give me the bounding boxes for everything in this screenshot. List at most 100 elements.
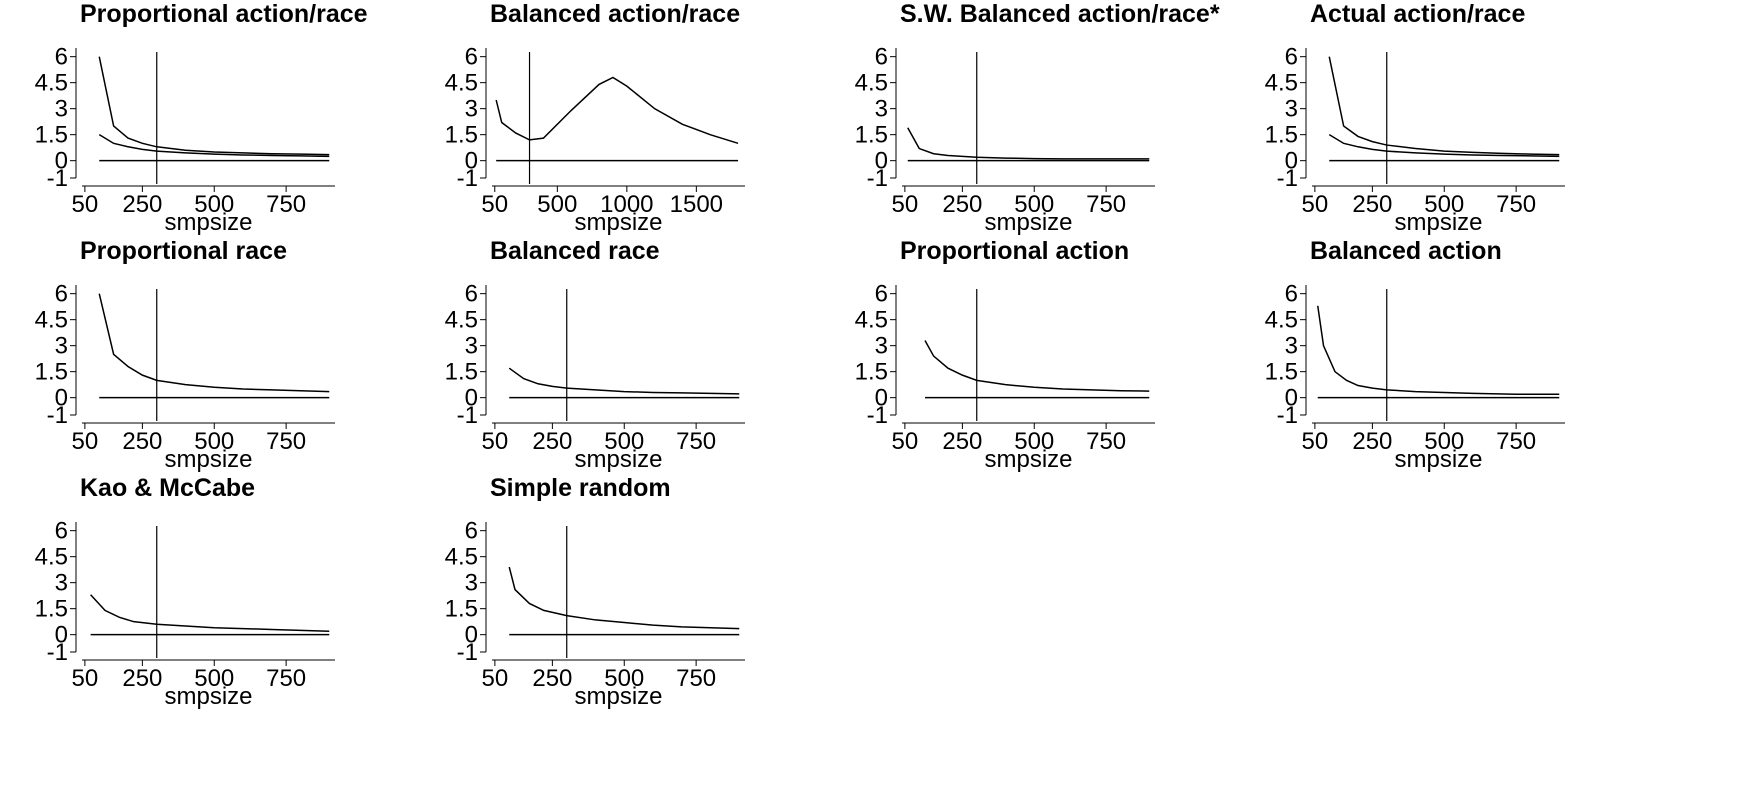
y-tick-label: -1 <box>47 639 68 666</box>
x-tick-label: 750 <box>266 665 306 692</box>
x-tick-label: 1000 <box>600 191 653 218</box>
y-tick-label: 0 <box>1285 148 1298 175</box>
y-tick-label: 3 <box>1285 333 1298 360</box>
x-tick-label: 50 <box>892 191 919 218</box>
series-line <box>98 56 330 156</box>
y-tick-label: 1.5 <box>855 122 888 149</box>
series-line <box>98 134 330 158</box>
x-axis-label: smpsize <box>984 446 1072 473</box>
y-tick-label: 4.5 <box>445 307 478 334</box>
y-tick-label: 0 <box>465 622 478 649</box>
x-tick-label: 250 <box>532 665 572 692</box>
y-tick-label: 6 <box>55 281 68 308</box>
panel-title: Simple random <box>490 474 671 502</box>
panel-title: Proportional action/race <box>80 0 368 28</box>
y-tick-label: 0 <box>875 148 888 175</box>
y-tick-label: 0 <box>55 148 68 175</box>
y-tick-label: 1.5 <box>35 122 68 149</box>
x-tick-label: 750 <box>676 428 716 455</box>
y-tick-label: -1 <box>1277 165 1298 192</box>
panel-title: Balanced action/race <box>490 0 740 28</box>
y-tick-label: 4.5 <box>445 70 478 97</box>
y-tick-label: 1.5 <box>445 596 478 623</box>
y-tick-label: 0 <box>55 385 68 412</box>
x-tick-label: 750 <box>266 428 306 455</box>
y-tick-label: 1.5 <box>855 359 888 386</box>
y-tick-label: -1 <box>457 402 478 429</box>
y-tick-label: 4.5 <box>855 70 888 97</box>
y-tick-label: 0 <box>465 148 478 175</box>
x-tick-label: 50 <box>892 428 919 455</box>
y-tick-label: 6 <box>875 44 888 71</box>
x-tick-label: 500 <box>194 428 234 455</box>
y-tick-label: 4.5 <box>1265 70 1298 97</box>
panel-title: Balanced race <box>490 237 660 265</box>
y-tick-label: -1 <box>867 165 888 192</box>
y-tick-label: 6 <box>55 518 68 545</box>
series-line <box>90 594 330 632</box>
x-tick-label: 500 <box>1424 428 1464 455</box>
x-tick-label: 500 <box>1014 191 1054 218</box>
panel-title: Kao & McCabe <box>80 474 255 502</box>
x-tick-label: 500 <box>537 191 577 218</box>
y-tick-label: 1.5 <box>445 122 478 149</box>
y-tick-label: 6 <box>1285 44 1298 71</box>
x-tick-label: 500 <box>1424 191 1464 218</box>
x-tick-label: 1500 <box>670 191 723 218</box>
y-tick-label: 4.5 <box>35 544 68 571</box>
y-tick-label: 1.5 <box>1265 122 1298 149</box>
y-tick-label: 6 <box>55 44 68 71</box>
y-tick-label: 4.5 <box>855 307 888 334</box>
y-tick-label: 1.5 <box>445 359 478 386</box>
x-tick-label: 750 <box>1086 428 1126 455</box>
y-tick-label: 4.5 <box>1265 307 1298 334</box>
x-tick-label: 250 <box>122 428 162 455</box>
y-tick-label: 6 <box>1285 281 1298 308</box>
x-axis-label: smpsize <box>574 683 662 710</box>
y-tick-label: 3 <box>55 570 68 597</box>
y-tick-label: -1 <box>1277 402 1298 429</box>
x-tick-label: 50 <box>72 665 99 692</box>
x-tick-label: 250 <box>122 665 162 692</box>
panel-title: S.W. Balanced action/race* <box>900 0 1220 28</box>
x-axis-label: smpsize <box>984 209 1072 236</box>
x-tick-label: 500 <box>604 665 644 692</box>
y-tick-label: 1.5 <box>35 596 68 623</box>
x-axis-label: smpsize <box>1394 446 1482 473</box>
series-line <box>1328 134 1560 158</box>
x-tick-label: 50 <box>1302 428 1329 455</box>
y-tick-label: 0 <box>465 385 478 412</box>
x-tick-label: 500 <box>194 191 234 218</box>
series-line <box>1317 305 1560 395</box>
y-tick-label: 1.5 <box>1265 359 1298 386</box>
x-tick-label: 50 <box>72 191 99 218</box>
y-tick-label: 6 <box>465 44 478 71</box>
y-tick-label: 0 <box>1285 385 1298 412</box>
x-tick-label: 50 <box>1302 191 1329 218</box>
x-tick-label: 500 <box>194 665 234 692</box>
y-tick-label: 6 <box>875 281 888 308</box>
y-tick-label: 6 <box>465 281 478 308</box>
x-tick-label: 750 <box>1496 428 1536 455</box>
series-line <box>1328 56 1560 156</box>
series-line <box>907 127 1150 160</box>
panel-title: Proportional action <box>900 237 1129 265</box>
y-tick-label: 3 <box>1285 96 1298 123</box>
series-line <box>924 340 1150 392</box>
x-tick-label: 250 <box>1352 191 1392 218</box>
series-line <box>508 367 740 395</box>
y-tick-label: -1 <box>457 165 478 192</box>
x-tick-label: 250 <box>942 428 982 455</box>
x-tick-label: 50 <box>482 428 509 455</box>
y-tick-label: 4.5 <box>35 70 68 97</box>
y-tick-label: 0 <box>875 385 888 412</box>
y-tick-label: -1 <box>867 402 888 429</box>
series-line <box>508 566 740 630</box>
y-tick-label: 3 <box>465 570 478 597</box>
y-tick-label: 3 <box>465 96 478 123</box>
x-tick-label: 250 <box>122 191 162 218</box>
x-tick-label: 750 <box>266 191 306 218</box>
y-tick-label: 3 <box>465 333 478 360</box>
x-axis-label: smpsize <box>164 683 252 710</box>
